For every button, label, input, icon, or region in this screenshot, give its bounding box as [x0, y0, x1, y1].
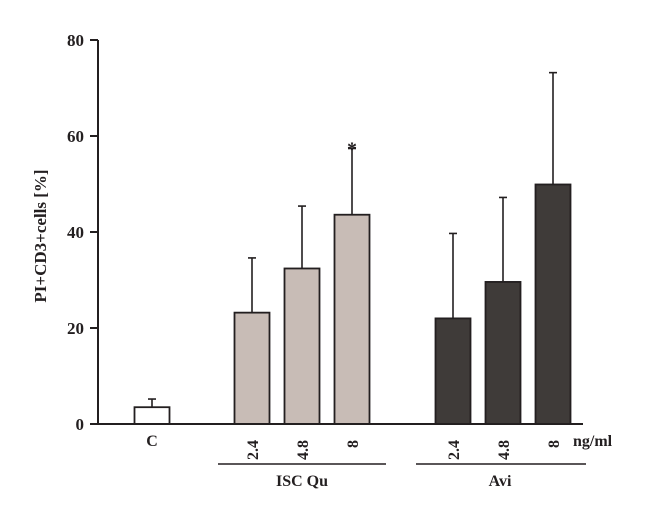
group-labels: ISC Qu Avi	[218, 463, 586, 490]
y-axis-title: PI+CD3+cells [%]	[31, 169, 50, 302]
bar	[434, 317, 472, 425]
significance-annotation: *	[347, 138, 357, 160]
group-label: Avi	[489, 473, 512, 490]
bar	[484, 281, 522, 425]
x-axis: C 2.4 4.8 8 2.4 4.8 8	[98, 423, 583, 460]
y-tick-label: 80	[67, 31, 84, 50]
bar-group	[534, 71, 572, 425]
bar	[133, 406, 171, 425]
bar	[534, 183, 572, 425]
y-tick-label: 0	[76, 415, 85, 434]
bar-group	[283, 205, 321, 425]
bar-group	[133, 398, 171, 425]
bar	[233, 311, 271, 425]
bar	[283, 267, 321, 425]
bar-group	[233, 257, 271, 425]
x-tick-label: 4.8	[496, 440, 513, 460]
bar-group	[434, 232, 472, 425]
y-tick-label: 40	[67, 223, 84, 242]
group-label: ISC Qu	[276, 473, 328, 490]
x-tick-label: 2.4	[245, 440, 262, 460]
y-tick-label: 60	[67, 127, 84, 146]
bar	[333, 213, 371, 425]
x-tick-label: 4.8	[295, 440, 312, 460]
x-tick-label: 8	[546, 440, 563, 448]
bars: *	[133, 71, 572, 425]
x-tick-label: 2.4	[446, 440, 463, 460]
bar-group	[484, 196, 522, 425]
x-tick-label: 8	[345, 440, 362, 448]
x-unit-label: ng/ml	[573, 433, 613, 450]
bar-group: *	[333, 138, 371, 425]
x-tick-label: C	[146, 433, 158, 450]
y-tick-label: 20	[67, 319, 84, 338]
y-axis: 0 20 40 60 80	[67, 31, 99, 434]
